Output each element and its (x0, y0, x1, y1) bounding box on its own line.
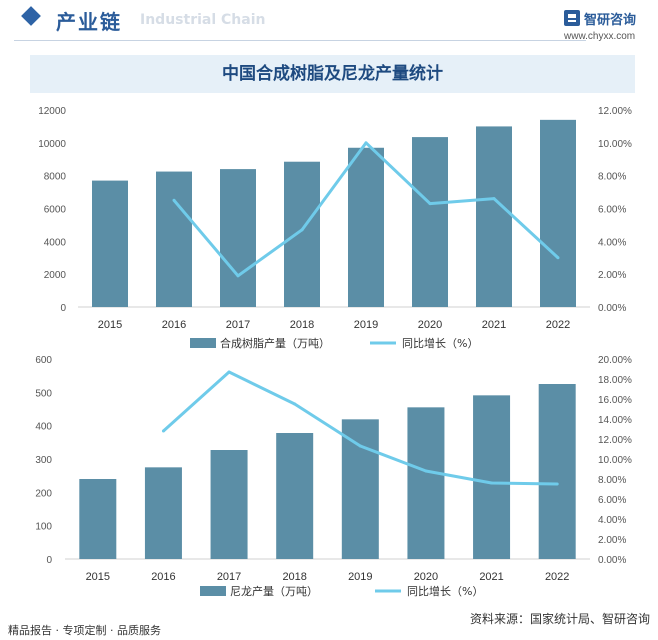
bar (407, 407, 445, 559)
x-tick-label: 2022 (546, 319, 570, 331)
x-tick-label: 2019 (354, 319, 378, 331)
y-right-tick-label: 14.00% (598, 415, 632, 426)
growth-point (424, 469, 428, 473)
y-right-tick-label: 20.00% (598, 355, 632, 366)
x-tick-label: 2022 (545, 571, 569, 583)
y-right-tick-label: 12.00% (598, 435, 632, 446)
header-divider (14, 40, 586, 41)
y-right-tick-label: 8.00% (598, 172, 626, 183)
bar (284, 161, 320, 307)
x-tick-label: 2021 (479, 571, 503, 583)
bar (348, 147, 384, 307)
footer-slogan: 精品报告 · 专项定制 · 品质服务 (8, 624, 161, 637)
x-tick-label: 2016 (162, 319, 186, 331)
y-right-tick-label: 4.00% (598, 237, 626, 248)
growth-point (555, 482, 559, 486)
x-tick-label: 2018 (290, 319, 314, 331)
growth-point (428, 202, 432, 206)
chart-title: 中国合成树脂及尼龙产量统计 (222, 64, 443, 84)
y-left-tick-label: 600 (35, 355, 52, 366)
y-right-tick-label: 2.00% (598, 535, 626, 546)
legend-line-label: 同比增长（%） (402, 336, 478, 350)
brand-logo: 智研咨询 www.chyxx.com (564, 8, 650, 48)
growth-point (161, 429, 165, 433)
bar (210, 450, 248, 559)
logo-icon (564, 10, 580, 26)
y-left-tick-label: 500 (35, 388, 52, 399)
bar (540, 119, 576, 307)
x-tick-label: 2019 (348, 571, 372, 583)
growth-point (227, 370, 231, 374)
legend-bar-swatch (200, 586, 226, 596)
bar (144, 467, 182, 559)
bar (412, 137, 448, 307)
y-left-tick-label: 4000 (44, 237, 67, 248)
chart-title-bar: 中国合成树脂及尼龙产量统计 (30, 55, 635, 93)
bar (473, 395, 511, 559)
header-watermark: Industrial Chain (140, 12, 266, 28)
chart-1: 0 2000 4000 6000 8000 10000 12000 0.00% 2.00% 4.0… (38, 106, 632, 350)
x-tick-label: 2021 (482, 319, 506, 331)
x-tick-label: 2015 (86, 571, 110, 583)
x-tick-label: 2015 (98, 319, 122, 331)
y-left-tick-label: 0 (60, 303, 66, 314)
y-left-tick-label: 2000 (44, 270, 67, 281)
y-left-tick-label: 6000 (44, 205, 67, 216)
y-left-tick-label: 12000 (38, 106, 66, 117)
y-right-tick-label: 6.00% (598, 495, 626, 506)
legend-bar-label: 尼龙产量（万吨） (230, 584, 318, 598)
bar (79, 479, 117, 559)
x-tick-label: 2018 (282, 571, 306, 583)
growth-point (172, 198, 176, 202)
y-left-tick-label: 8000 (44, 172, 67, 183)
x-tick-label: 2020 (414, 571, 438, 583)
page-header: Industrial Chain 产业链 (0, 0, 658, 41)
growth-point (364, 141, 368, 145)
x-tick-label: 2020 (418, 319, 442, 331)
y-right-tick-label: 10.00% (598, 139, 632, 150)
y-right-tick-label: 16.00% (598, 395, 632, 406)
x-tick-label: 2017 (217, 571, 241, 583)
bar (341, 419, 379, 559)
y-right-tick-label: 2.00% (598, 270, 626, 281)
y-right-tick-label: 0.00% (598, 303, 626, 314)
growth-point (293, 402, 297, 406)
y-right-tick-label: 0.00% (598, 555, 626, 566)
x-tick-label: 2017 (226, 319, 250, 331)
y-left-tick-label: 0 (46, 555, 52, 566)
growth-point (236, 274, 240, 278)
growth-point (556, 256, 560, 260)
y-left-tick-label: 400 (35, 422, 52, 433)
x-tick-label: 2016 (151, 571, 175, 583)
bar (538, 384, 576, 559)
bar (476, 126, 512, 308)
growth-point (492, 197, 496, 201)
logo-url: www.chyxx.com (564, 31, 636, 42)
bar (156, 171, 192, 307)
growth-point (300, 228, 304, 232)
bar (276, 433, 314, 559)
page-title: 产业链 (56, 10, 122, 34)
y-right-tick-label: 8.00% (598, 475, 626, 486)
y-left-tick-label: 200 (35, 488, 52, 499)
chart-2: 0 100 200 300 400 500 600 0.00% 2.00% 4.00% 6.00% 8… (35, 355, 632, 598)
legend-bar-label: 合成树脂产量（万吨） (220, 336, 330, 350)
y-right-tick-label: 12.00% (598, 106, 632, 117)
footer-source: 资料来源：国家统计局、智研咨询 (469, 612, 650, 626)
y-left-tick-label: 100 (35, 522, 52, 533)
bar (220, 169, 256, 307)
growth-point (358, 444, 362, 448)
legend-bar-swatch (190, 338, 216, 348)
y-right-tick-label: 10.00% (598, 455, 632, 466)
bar (92, 180, 128, 307)
y-right-tick-label: 6.00% (598, 205, 626, 216)
y-left-tick-label: 300 (35, 455, 52, 466)
legend-line-label: 同比增长（%） (407, 584, 483, 598)
y-right-tick-label: 18.00% (598, 375, 632, 386)
logo-name: 智研咨询 (584, 13, 637, 28)
y-left-tick-label: 10000 (38, 139, 66, 150)
growth-point (490, 481, 494, 485)
y-right-tick-label: 4.00% (598, 515, 626, 526)
